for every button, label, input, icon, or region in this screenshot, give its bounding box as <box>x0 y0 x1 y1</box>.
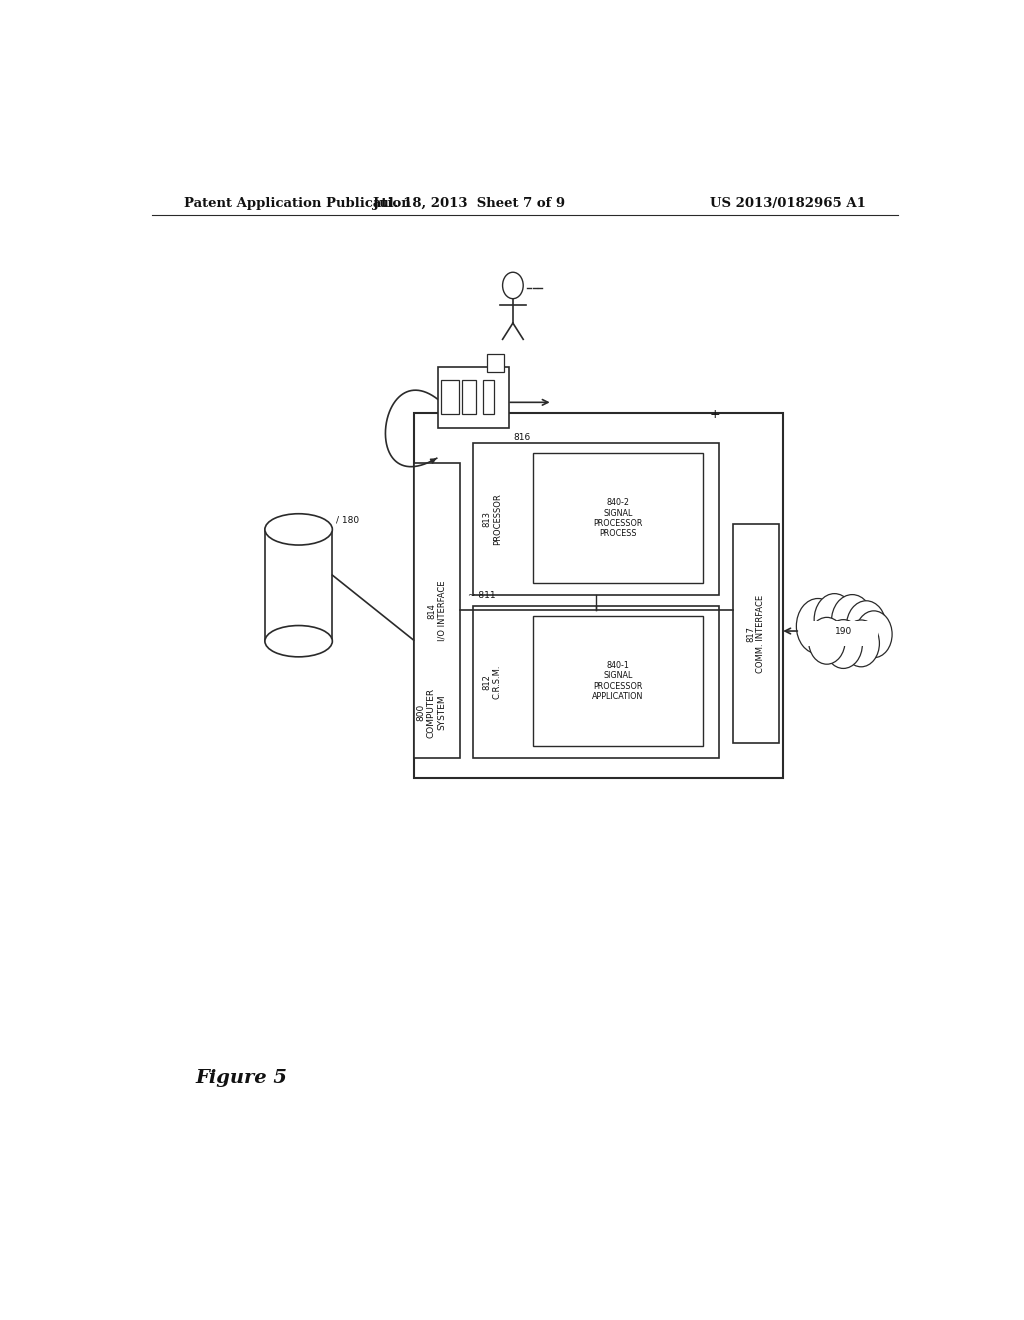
Circle shape <box>855 611 892 657</box>
FancyBboxPatch shape <box>473 606 719 758</box>
FancyBboxPatch shape <box>804 622 878 645</box>
Circle shape <box>797 598 840 653</box>
Text: Patent Application Publication: Patent Application Publication <box>183 197 411 210</box>
Text: 840-2
SIGNAL
PROCESSOR
PROCESS: 840-2 SIGNAL PROCESSOR PROCESS <box>593 498 643 539</box>
Circle shape <box>814 594 855 645</box>
Circle shape <box>847 601 886 652</box>
Text: / 180: / 180 <box>336 515 359 524</box>
Circle shape <box>809 618 845 664</box>
Text: 817
COMM. INTERFACE: 817 COMM. INTERFACE <box>746 594 765 673</box>
Text: 800
COMPUTER
SYSTEM: 800 COMPUTER SYSTEM <box>416 688 446 738</box>
FancyBboxPatch shape <box>733 524 779 743</box>
Circle shape <box>843 620 880 667</box>
Circle shape <box>831 594 873 648</box>
FancyBboxPatch shape <box>486 354 504 372</box>
Text: 190: 190 <box>835 627 852 635</box>
FancyBboxPatch shape <box>482 380 494 414</box>
Text: 813
PROCESSOR: 813 PROCESSOR <box>482 494 502 545</box>
FancyBboxPatch shape <box>473 444 719 595</box>
FancyBboxPatch shape <box>414 412 782 779</box>
FancyBboxPatch shape <box>437 367 509 428</box>
Text: ~ 811: ~ 811 <box>468 590 496 599</box>
FancyBboxPatch shape <box>414 463 460 758</box>
Text: 840-1
SIGNAL
PROCESSOR
APPLICATION: 840-1 SIGNAL PROCESSOR APPLICATION <box>592 661 644 701</box>
Text: +: + <box>710 408 721 421</box>
Ellipse shape <box>265 513 333 545</box>
Text: US 2013/0182965 A1: US 2013/0182965 A1 <box>711 197 866 210</box>
FancyBboxPatch shape <box>265 529 333 642</box>
Text: 812
C.R.S.M.: 812 C.R.S.M. <box>482 664 502 700</box>
Circle shape <box>824 619 862 668</box>
Ellipse shape <box>265 626 333 657</box>
Text: 816: 816 <box>513 433 530 442</box>
Circle shape <box>503 272 523 298</box>
Text: Figure 5: Figure 5 <box>196 1069 288 1088</box>
FancyBboxPatch shape <box>441 380 459 414</box>
FancyBboxPatch shape <box>532 453 703 583</box>
FancyBboxPatch shape <box>532 615 703 746</box>
Text: Jul. 18, 2013  Sheet 7 of 9: Jul. 18, 2013 Sheet 7 of 9 <box>373 197 565 210</box>
FancyBboxPatch shape <box>462 380 476 414</box>
Text: 814
I/O INTERFACE: 814 I/O INTERFACE <box>427 581 446 642</box>
